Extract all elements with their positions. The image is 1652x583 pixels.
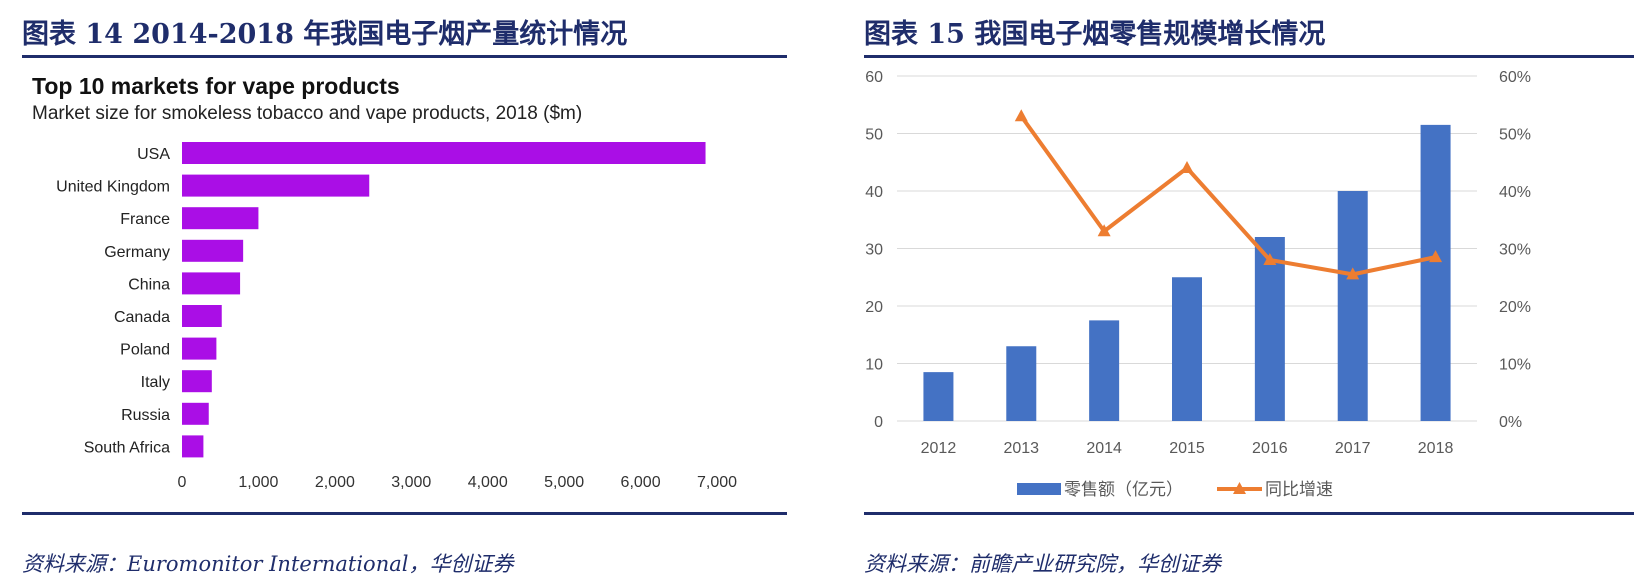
bar: [182, 174, 370, 197]
x-tick-label: 5,000: [544, 474, 584, 491]
figure-15-source: 资料来源：前瞻产业研究院，华创证券: [864, 552, 1221, 576]
y-right-tick-label: 50%: [1499, 127, 1531, 144]
legend-bar-label: 零售额（亿元）: [1064, 480, 1183, 499]
x-tick-label: 7,000: [697, 474, 737, 491]
y-left-tick-label: 60: [865, 69, 883, 86]
figure-15-title: 图表 15 我国电子烟零售规模增长情况: [864, 19, 1326, 50]
y-right-tick-label: 20%: [1499, 299, 1531, 316]
growth-point: [1014, 109, 1028, 122]
figure-14-source: 资料来源：Euromonitor International，华创证券: [22, 552, 514, 576]
retail-bar: [1006, 346, 1037, 421]
bar: [182, 337, 217, 360]
y-left-tick-label: 20: [865, 299, 883, 316]
header-rule: [22, 55, 787, 58]
bar: [182, 305, 222, 327]
ecig-retail-growth-chart: 0 10 20 30 40 50 60 0% 10% 20% 30% 40% 50% 60% 2012 2…: [865, 69, 1531, 499]
growth-line: [1019, 115, 1436, 277]
x-tick-label: 2018: [1418, 440, 1454, 457]
bar: [182, 402, 209, 425]
retail-bar: [1089, 320, 1120, 421]
y-right-tick-label: 40%: [1499, 184, 1531, 201]
footer-rule: [22, 512, 787, 515]
y-left-tick-label: 50: [865, 127, 883, 144]
y-left-tick-label: 40: [865, 184, 883, 201]
retail-bar: [1172, 277, 1202, 421]
x-tick-label: 0: [178, 474, 187, 491]
growth-point: [1429, 250, 1443, 263]
figure-14-title: 图表 14 2014-2018 年我国电子烟产量统计情况: [22, 19, 628, 50]
legend-line-label: 同比增速: [1265, 480, 1333, 499]
category-label: France: [120, 211, 170, 228]
growth-point: [1263, 253, 1277, 265]
retail-bar: [923, 372, 954, 421]
x-tick-label: 2012: [921, 440, 957, 457]
category-label: Germany: [104, 244, 170, 261]
x-tick-label: 2,000: [315, 474, 355, 491]
category-label: USA: [137, 146, 170, 163]
right-figure-panel: 图表 15 我国电子烟零售规模增长情况 0 10 20 30 40 50 60 0% 10% 2…: [842, 0, 1652, 583]
x-tick-label: 2017: [1335, 440, 1371, 457]
x-tick-label: 3,000: [391, 474, 431, 491]
bar: [182, 142, 706, 164]
x-tick-label: 2015: [1169, 440, 1205, 457]
category-label: Russia: [121, 407, 170, 424]
category-label: China: [128, 276, 170, 293]
x-tick-label: 6,000: [621, 474, 661, 491]
retail-bar: [1420, 124, 1451, 421]
top10-vape-markets-chart: Top 10 markets for vape products Market …: [32, 73, 737, 491]
y-right-tick-label: 30%: [1499, 242, 1531, 259]
chart-title: Top 10 markets for vape products: [32, 73, 400, 99]
y-left-tick-label: 10: [865, 357, 883, 374]
x-tick-label: 2014: [1086, 440, 1122, 457]
bar: [182, 272, 241, 295]
y-right-tick-label: 10%: [1499, 357, 1531, 374]
category-label: Canada: [114, 309, 170, 326]
left-figure-panel: 图表 14 2014-2018 年我国电子烟产量统计情况 Top 10 mark…: [0, 0, 805, 583]
retail-bar: [1254, 237, 1285, 421]
category-label: South Africa: [84, 439, 170, 456]
category-label: Poland: [120, 342, 170, 359]
x-tick-label: 2013: [1003, 440, 1039, 457]
retail-bar: [1337, 191, 1368, 421]
growth-point: [1180, 161, 1194, 173]
y-left-tick-label: 0: [874, 414, 883, 431]
category-label: United Kingdom: [56, 179, 170, 196]
bar: [182, 207, 259, 230]
x-tick-label: 1,000: [238, 474, 278, 491]
header-rule: [864, 55, 1634, 58]
y-right-tick-label: 0%: [1499, 414, 1522, 431]
legend-bar-swatch: [1017, 483, 1061, 495]
footer-rule: [864, 512, 1634, 515]
category-label: Italy: [141, 374, 170, 391]
growth-point: [1097, 224, 1111, 237]
y-left-tick-label: 30: [865, 242, 883, 259]
x-tick-label: 4,000: [468, 474, 508, 491]
growth-point: [1346, 267, 1360, 280]
bar: [182, 239, 244, 262]
bar: [182, 435, 204, 458]
y-right-tick-label: 60%: [1499, 69, 1531, 86]
chart-subtitle: Market size for smokeless tobacco and va…: [32, 103, 582, 124]
bar: [182, 370, 212, 393]
legend-line-marker: [1233, 482, 1246, 494]
x-tick-label: 2016: [1252, 440, 1288, 457]
